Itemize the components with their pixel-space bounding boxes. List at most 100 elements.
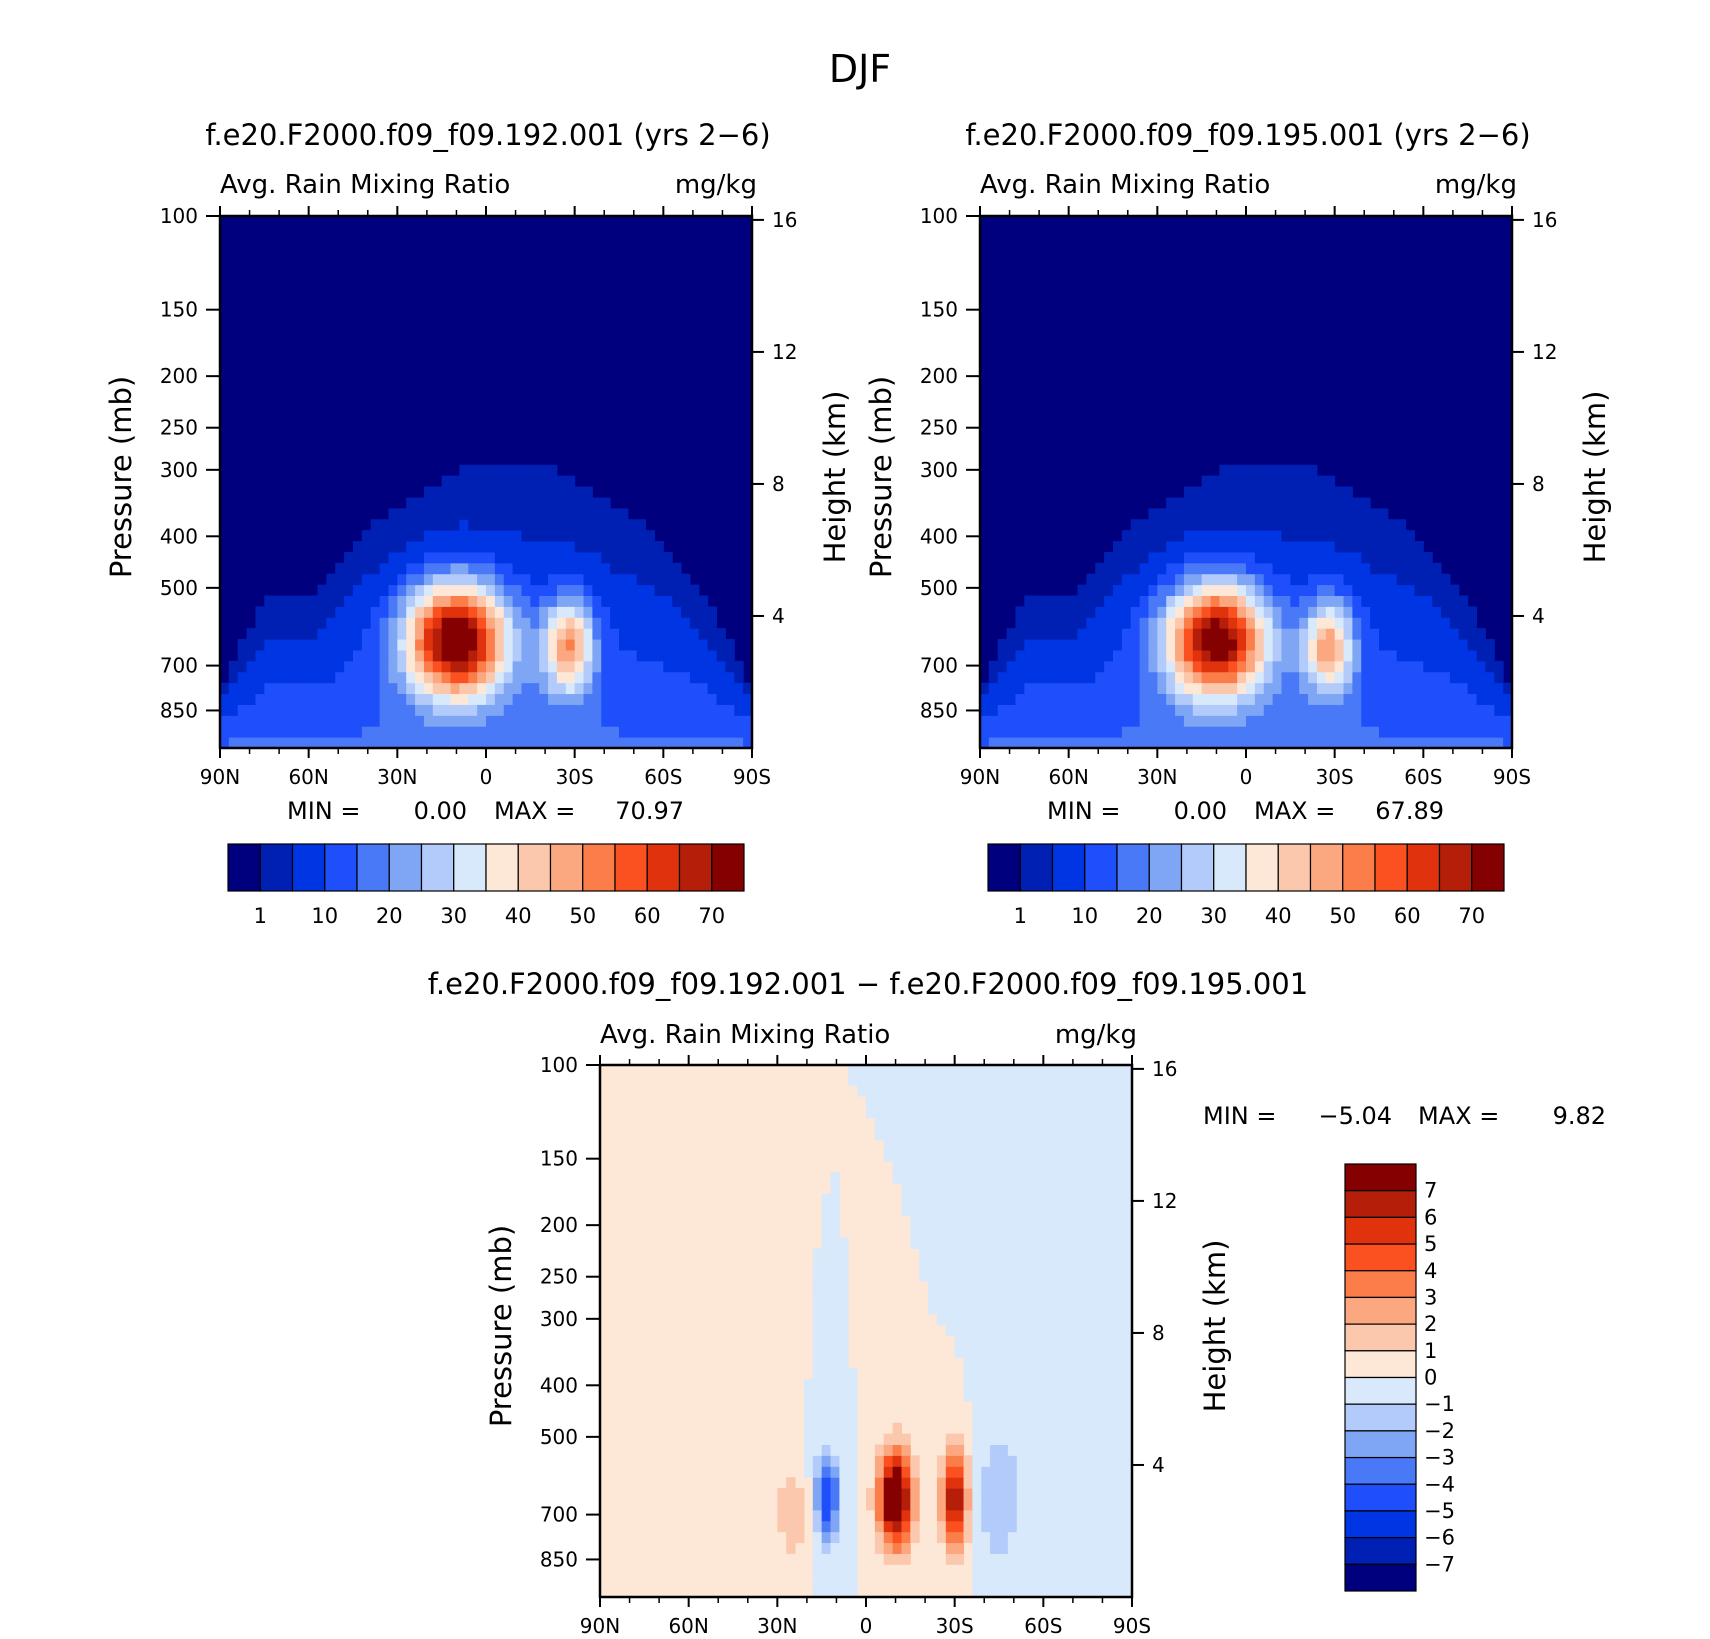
panel-1-field-cell <box>237 693 248 705</box>
panel-2-field-cell <box>1210 573 1220 586</box>
panel-2-field-cell <box>1228 541 1238 553</box>
panel-2-field-cell <box>1334 671 1345 684</box>
panel-difference-field-cell <box>990 1586 1000 1598</box>
panel-2-field-cell <box>1068 606 1079 618</box>
panel-difference-field-cell <box>1043 1281 1053 1293</box>
panel-difference-field-cell <box>839 1292 849 1304</box>
panel-1-field-cell <box>273 715 283 727</box>
panel-difference-field-cell <box>1043 1455 1053 1467</box>
panel-2-field-cell <box>1449 595 1460 607</box>
panel-2-field-cell <box>1476 726 1486 738</box>
panel-difference-field-cell <box>839 1531 849 1544</box>
panel-1-field-cell <box>477 628 487 640</box>
panel-2-field-cell <box>1299 682 1309 695</box>
panel-1-field-cell <box>654 726 664 738</box>
panel-2-field-cell <box>1414 660 1424 673</box>
panel-1-field-cell <box>317 704 327 716</box>
panel-difference-field-cell <box>892 1085 902 1097</box>
panel-1-field-cell <box>388 617 398 629</box>
panel-difference-field-cell <box>1114 1575 1124 1587</box>
panel-2-field-cell <box>1379 649 1389 662</box>
panel-2-field-cell <box>1352 639 1362 651</box>
panel-difference-field-cell <box>1061 1237 1071 1249</box>
panel-2-field-cell <box>1503 682 1513 695</box>
panel-1-field-cell <box>539 715 549 727</box>
panel-difference-field-cell <box>1034 1128 1044 1141</box>
panel-2-field-cell <box>1033 726 1043 738</box>
panel-difference-field-cell <box>1025 1553 1035 1565</box>
panel-difference-field-cell <box>830 1531 840 1544</box>
panel-2-field-cell <box>1183 704 1194 716</box>
panel-1-field-cell <box>583 639 593 651</box>
panel-2-field-cell <box>1476 639 1486 651</box>
panel-2-field-cell <box>1361 693 1371 705</box>
panel-1-field-cell <box>415 628 425 640</box>
panel-2-field-cell <box>1166 519 1176 531</box>
panel-1-field-cell <box>477 682 487 695</box>
panel-difference-field-cell <box>1069 1172 1080 1184</box>
panel-difference-field-cell <box>1114 1520 1124 1533</box>
panel-1-field-cell <box>698 671 709 684</box>
panel-1-field-cell <box>539 541 549 553</box>
panel-2-field-cell <box>1121 704 1132 716</box>
panel-difference-field-cell <box>866 1488 876 1500</box>
panel-difference-field-cell <box>981 1509 991 1522</box>
panel-difference-field-cell <box>972 1433 982 1446</box>
panel-1-field-cell <box>441 660 452 673</box>
panel-2-field-cell <box>1494 693 1504 705</box>
panel-2-field-cell <box>1441 639 1451 651</box>
panel-difference-field-cell <box>1087 1488 1098 1500</box>
panel-difference-field-cell <box>1016 1564 1027 1576</box>
panel-1-min-value: 0.00 <box>414 797 467 825</box>
panel-2-field-cell <box>1228 617 1238 629</box>
panel-1-field-cell <box>477 617 487 629</box>
panel-difference-field-cell <box>1096 1215 1106 1228</box>
panel-2-field-cell <box>1432 693 1442 705</box>
panel-difference-field-cell <box>830 1444 840 1456</box>
panel-1-field-cell <box>494 475 505 488</box>
panel-difference-field-cell <box>830 1302 840 1315</box>
panel-1-field-cell <box>503 562 514 575</box>
panel-2-field-cell <box>1121 660 1132 673</box>
panel-2-field-cell <box>1121 573 1132 586</box>
panel-difference-field-cell <box>981 1455 991 1467</box>
panel-2-field-cell <box>1228 726 1238 738</box>
panel-2-field-cell <box>988 682 999 695</box>
panel-1-field-cell <box>273 606 283 618</box>
panel-2-field-cell <box>1387 541 1398 553</box>
panel-2-field-cell <box>1334 737 1345 749</box>
panel-1-field-cell <box>645 693 655 705</box>
panel-difference-field-cell <box>1016 1324 1027 1337</box>
panel-difference-field-cell <box>954 1183 965 1195</box>
panel-2-field-cell <box>988 737 999 749</box>
panel-difference-field-cell <box>795 1531 805 1544</box>
panel-difference-field-cell <box>866 1085 876 1097</box>
panel-difference-field-cell <box>1007 1281 1018 1293</box>
panel-difference-field-cell <box>1052 1313 1062 1326</box>
panel-difference-field-cell <box>972 1586 982 1598</box>
panel-difference-field-cell <box>821 1575 832 1587</box>
panel-2-field-cell <box>1387 562 1398 575</box>
panel-2-field-cell <box>1396 530 1407 542</box>
panel-difference-max-label: MAX = <box>1418 1102 1499 1130</box>
panel-difference-field-cell <box>1123 1346 1133 1358</box>
panel-difference-field-cell <box>910 1498 920 1511</box>
panel-1-field-cell <box>689 628 700 640</box>
panel-2-field-cell <box>1139 551 1149 564</box>
panel-difference-field-cell <box>1052 1204 1062 1217</box>
panel-difference-field-cell <box>1061 1346 1071 1358</box>
panel-2-field-cell <box>1272 682 1282 695</box>
panel-difference-field-cell <box>1105 1128 1115 1141</box>
panel-1-field-cell <box>317 737 327 749</box>
panel-difference-field-cell <box>990 1074 1000 1086</box>
panel-difference-field-cell <box>1123 1259 1133 1271</box>
panel-1-field-cell <box>512 497 522 509</box>
panel-difference-field-cell <box>1016 1095 1027 1108</box>
panel-1-field-cell <box>601 617 611 629</box>
panel-difference-field-cell <box>901 1183 911 1195</box>
panel-difference-field-cell <box>1069 1117 1080 1130</box>
panel-1-field-cell <box>583 704 593 716</box>
panel-2-field-cell <box>1379 628 1389 640</box>
panel-difference-field-cell <box>1096 1313 1106 1326</box>
panel-difference-field-cell <box>1007 1379 1018 1391</box>
